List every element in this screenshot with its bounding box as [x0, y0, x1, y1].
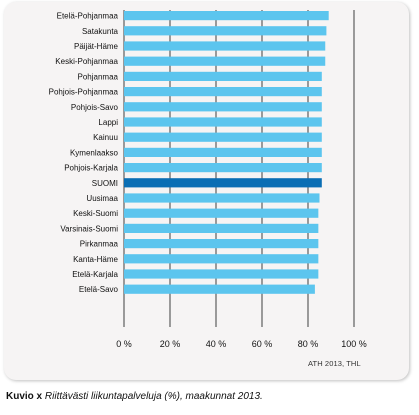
bar [124, 71, 322, 81]
x-tick-label: 80 % [298, 339, 319, 349]
bar-chart: Etelä-Pohjanmaa Satakunta Päijät-Häme Keski… [49, 10, 367, 349]
bar [124, 284, 315, 294]
bar [124, 208, 319, 218]
category-label: Etelä-Savo [79, 285, 119, 294]
bar [124, 26, 327, 36]
category-label: Varsinais-Suomi [60, 224, 118, 233]
category-label: Pohjanmaa [78, 72, 119, 81]
category-labels: Etelä-Pohjanmaa Satakunta Päijät-Häme Keski… [49, 12, 119, 295]
category-label: Pohjois-Karjala [64, 164, 118, 173]
bar [124, 254, 319, 264]
category-label: Lappi [98, 118, 118, 127]
figure-caption: Kuvio x Riittävästi liikuntapalveluja (%… [6, 391, 263, 402]
category-label: Keski-Pohjanmaa [55, 57, 118, 66]
x-tick-labels: 0 % 20 % 40 % 60 % 80 % 100 % [116, 339, 367, 349]
bar [124, 223, 319, 233]
category-label: SUOMI [92, 179, 118, 188]
bar [124, 56, 326, 66]
bar [124, 193, 320, 203]
bar [124, 87, 322, 97]
category-label: Etelä-Pohjanmaa [57, 12, 119, 21]
caption-text: Riittävästi liikuntapalveluja (%), maaku… [44, 391, 263, 402]
category-label: Uusimaa [86, 194, 118, 203]
chart-panel: Etelä-Pohjanmaa Satakunta Päijät-Häme Keski… [4, 2, 409, 380]
bar-layer [124, 11, 329, 294]
x-tick-label: 100 % [341, 339, 367, 349]
bar [124, 117, 322, 127]
x-tick-label: 40 % [206, 339, 227, 349]
bar [124, 102, 322, 112]
bar [124, 147, 322, 157]
x-tick-label: 20 % [160, 339, 181, 349]
source-note: ATH 2013, THL [308, 359, 361, 368]
category-label: Kymenlaakso [70, 148, 119, 157]
category-label: Etelä-Karjala [72, 270, 118, 279]
bar [124, 41, 326, 51]
bar [124, 269, 319, 279]
category-label: Pirkanmaa [80, 240, 119, 249]
category-label: Satakunta [82, 27, 119, 36]
category-label: Kainuu [93, 133, 118, 142]
bar [124, 178, 322, 188]
bar [124, 132, 322, 142]
category-label: Keski-Suomi [73, 209, 118, 218]
x-tick-label: 60 % [252, 339, 273, 349]
bar [124, 239, 319, 249]
category-label: Kanta-Häme [73, 255, 118, 264]
bar [124, 163, 322, 173]
x-tick-label: 0 % [116, 339, 132, 349]
category-label: Pohjois-Savo [71, 103, 119, 112]
caption-label: Kuvio x [6, 391, 43, 402]
bar [124, 11, 329, 21]
category-label: Pohjois-Pohjanmaa [49, 88, 119, 97]
category-label: Päijät-Häme [74, 42, 119, 51]
